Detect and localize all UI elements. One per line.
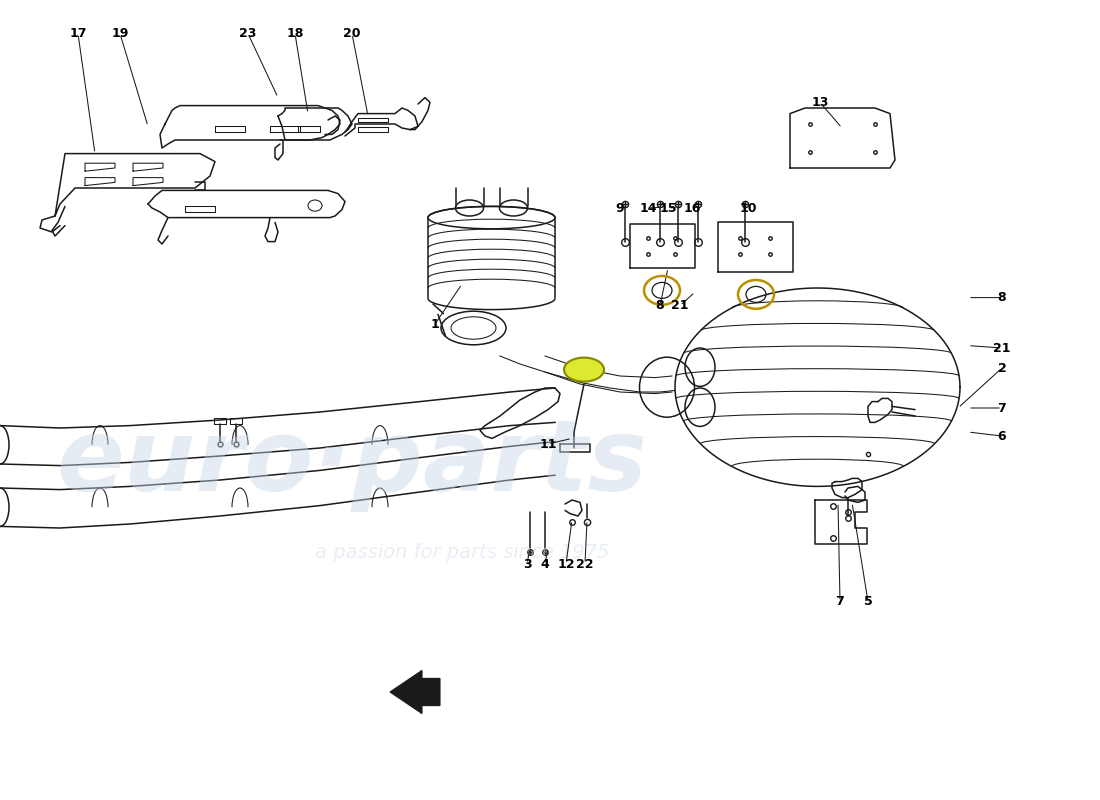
Text: 19: 19 [111,27,129,40]
Text: 20: 20 [343,27,361,40]
Text: 8: 8 [998,291,1006,304]
Text: 2: 2 [998,362,1006,374]
Text: 10: 10 [739,202,757,214]
Text: a passion for parts since 1975: a passion for parts since 1975 [315,542,609,562]
Text: 9: 9 [616,202,625,214]
Text: 21: 21 [993,342,1011,354]
Text: 13: 13 [812,96,828,109]
Text: 5: 5 [864,595,872,608]
Text: 12: 12 [558,558,574,570]
Text: 21: 21 [671,299,689,312]
Text: 15: 15 [659,202,676,214]
Text: 23: 23 [240,27,256,40]
Polygon shape [390,670,440,714]
Text: 3: 3 [522,558,531,570]
Text: 17: 17 [69,27,87,40]
Text: 7: 7 [998,402,1006,414]
Text: 7: 7 [836,595,845,608]
Text: 1: 1 [430,318,439,330]
Text: 18: 18 [286,27,304,40]
Text: 4: 4 [540,558,549,570]
Text: euro·parts: euro·parts [56,415,648,513]
Text: 6: 6 [998,430,1006,442]
Text: 14: 14 [639,202,657,214]
Text: 8: 8 [656,299,664,312]
Text: 11: 11 [539,438,557,450]
Ellipse shape [564,358,604,382]
Text: 16: 16 [683,202,701,214]
Text: 22: 22 [576,558,594,570]
